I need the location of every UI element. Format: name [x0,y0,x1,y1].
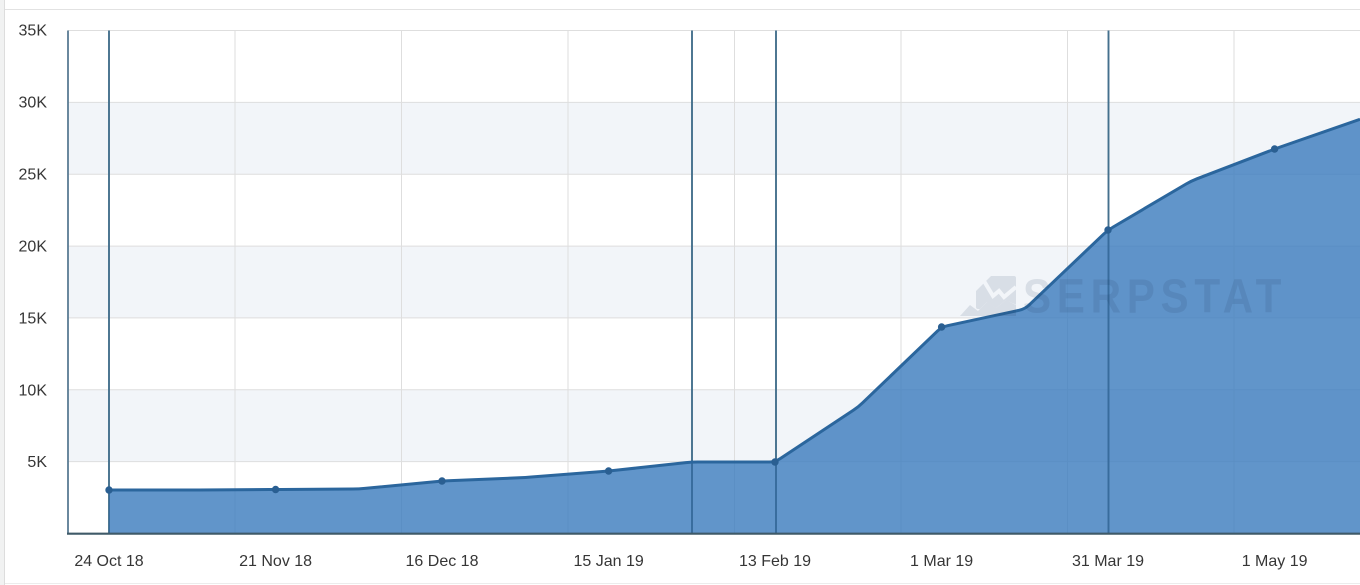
svg-text:10K: 10K [19,383,48,400]
svg-text:20K: 20K [19,239,48,256]
svg-text:25K: 25K [19,167,48,184]
svg-text:5K: 5K [27,454,47,471]
svg-text:31 Mar 19: 31 Mar 19 [1072,553,1144,570]
svg-text:13 Feb 19: 13 Feb 19 [739,553,811,570]
svg-text:1 May 19: 1 May 19 [1242,553,1308,570]
svg-text:24 Oct 18: 24 Oct 18 [74,553,143,570]
svg-text:16 Dec 18: 16 Dec 18 [406,553,479,570]
svg-text:15K: 15K [19,311,48,328]
svg-text:35K: 35K [19,23,48,40]
svg-text:21 Nov 18: 21 Nov 18 [239,553,312,570]
svg-text:1 Mar 19: 1 Mar 19 [910,553,973,570]
svg-text:15 Jan 19: 15 Jan 19 [573,553,643,570]
svg-text:SERPSTAT: SERPSTAT [1023,269,1287,323]
svg-text:30K: 30K [19,95,48,112]
